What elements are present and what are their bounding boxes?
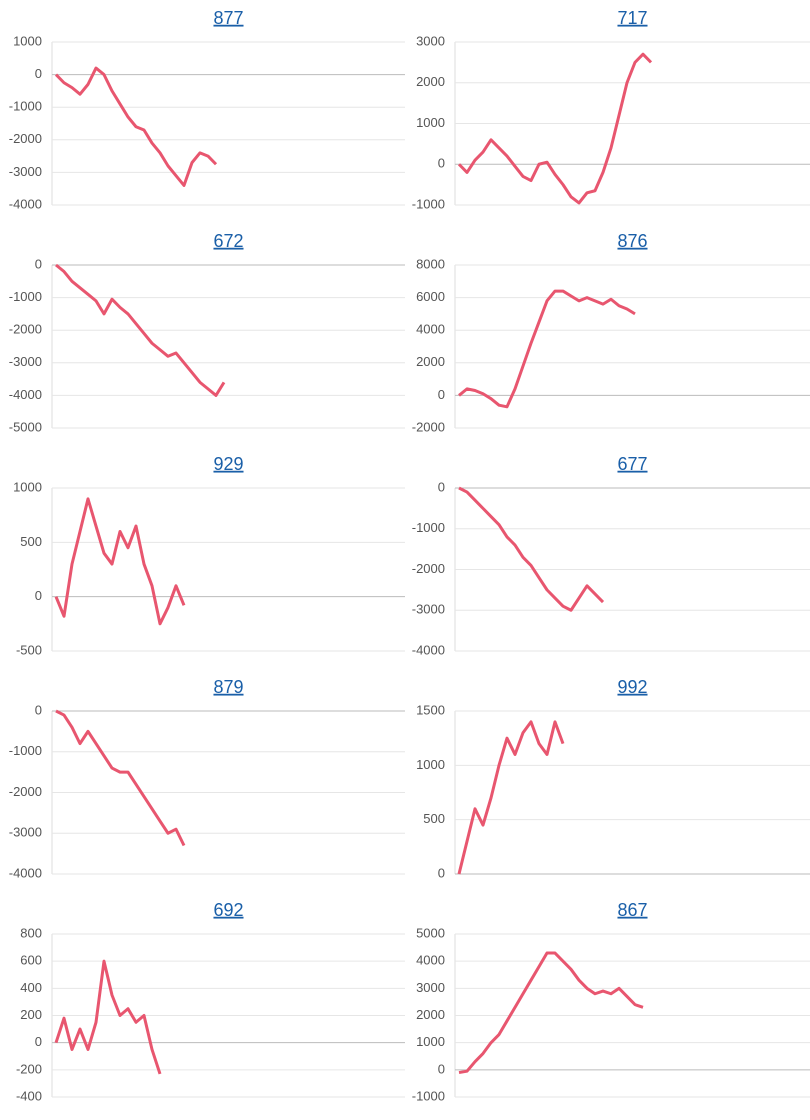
y-tick-label: 0 (438, 1061, 445, 1076)
y-tick-label: 4000 (416, 322, 445, 337)
y-tick-label: 1000 (416, 1034, 445, 1049)
data-line (55, 263, 226, 397)
chart-title[interactable]: 672 (213, 231, 243, 251)
y-tick-label: -3000 (9, 354, 42, 369)
y-tick-label: 400 (20, 980, 42, 995)
y-tick-label: 0 (438, 865, 445, 880)
y-tick-label: 1000 (416, 115, 445, 130)
y-tick-label: -1000 (9, 99, 42, 114)
chart-title[interactable]: 867 (617, 900, 647, 920)
y-tick-label: 1000 (416, 757, 445, 772)
y-tick-label: 2000 (416, 1007, 445, 1022)
y-tick-label: 4000 (416, 953, 445, 968)
data-line (457, 720, 565, 875)
y-tick-label: -200 (16, 1061, 42, 1076)
y-tick-label: 0 (35, 702, 42, 717)
y-tick-label: -5000 (9, 419, 42, 434)
y-tick-label: -1000 (412, 1088, 445, 1103)
chart-title[interactable]: 929 (213, 454, 243, 474)
y-tick-label: 0 (438, 156, 445, 171)
data-line (458, 486, 605, 612)
chart-title[interactable]: 876 (617, 231, 647, 251)
y-tick-label: -2000 (9, 784, 42, 799)
y-tick-label: 6000 (416, 289, 445, 304)
y-tick-label: 1000 (13, 479, 42, 494)
chart-title[interactable]: 717 (617, 8, 647, 28)
y-tick-label: -2000 (412, 419, 445, 434)
data-line (54, 959, 162, 1075)
y-tick-label: -1000 (412, 520, 445, 535)
y-tick-label: 2000 (416, 74, 445, 89)
y-tick-label: -3000 (9, 825, 42, 840)
y-tick-label: 1500 (416, 702, 445, 717)
y-tick-label: 200 (20, 1007, 42, 1022)
y-tick-label: 0 (35, 588, 42, 603)
y-tick-label: -4000 (9, 387, 42, 402)
data-line (55, 709, 186, 847)
y-tick-label: 0 (35, 1034, 42, 1049)
y-tick-label: 5000 (416, 925, 445, 940)
y-tick-label: 800 (20, 925, 42, 940)
y-tick-label: -4000 (412, 642, 445, 657)
chart-title[interactable]: 877 (213, 8, 243, 28)
data-line (54, 66, 218, 187)
data-line (457, 52, 653, 205)
chart-title[interactable]: 692 (213, 900, 243, 920)
y-tick-label: -500 (16, 642, 42, 657)
y-tick-label: -400 (16, 1088, 42, 1103)
y-tick-label: -4000 (9, 865, 42, 880)
y-tick-label: 600 (20, 953, 42, 968)
y-tick-label: 3000 (416, 33, 445, 48)
y-tick-label: -1000 (412, 196, 445, 211)
data-line (458, 289, 636, 409)
y-tick-label: -3000 (412, 602, 445, 617)
y-tick-label: 500 (423, 811, 445, 826)
y-tick-label: 0 (438, 387, 445, 402)
y-tick-label: -2000 (412, 561, 445, 576)
y-tick-label: 500 (20, 534, 42, 549)
y-tick-label: 2000 (416, 354, 445, 369)
y-tick-label: 0 (35, 66, 42, 81)
chart-title[interactable]: 677 (617, 454, 647, 474)
data-line (54, 497, 186, 626)
y-tick-label: 3000 (416, 980, 445, 995)
y-tick-label: -1000 (9, 743, 42, 758)
y-tick-label: 0 (438, 479, 445, 494)
y-tick-label: 0 (35, 256, 42, 271)
y-tick-label: 1000 (13, 33, 42, 48)
y-tick-label: -2000 (9, 131, 42, 146)
y-tick-label: -2000 (9, 322, 42, 337)
y-tick-label: -3000 (9, 164, 42, 179)
y-tick-label: 8000 (416, 256, 445, 271)
chart-title[interactable]: 879 (213, 677, 243, 697)
y-tick-label: -4000 (9, 196, 42, 211)
y-tick-label: -1000 (9, 289, 42, 304)
chart-title[interactable]: 992 (617, 677, 647, 697)
data-line (458, 951, 644, 1075)
